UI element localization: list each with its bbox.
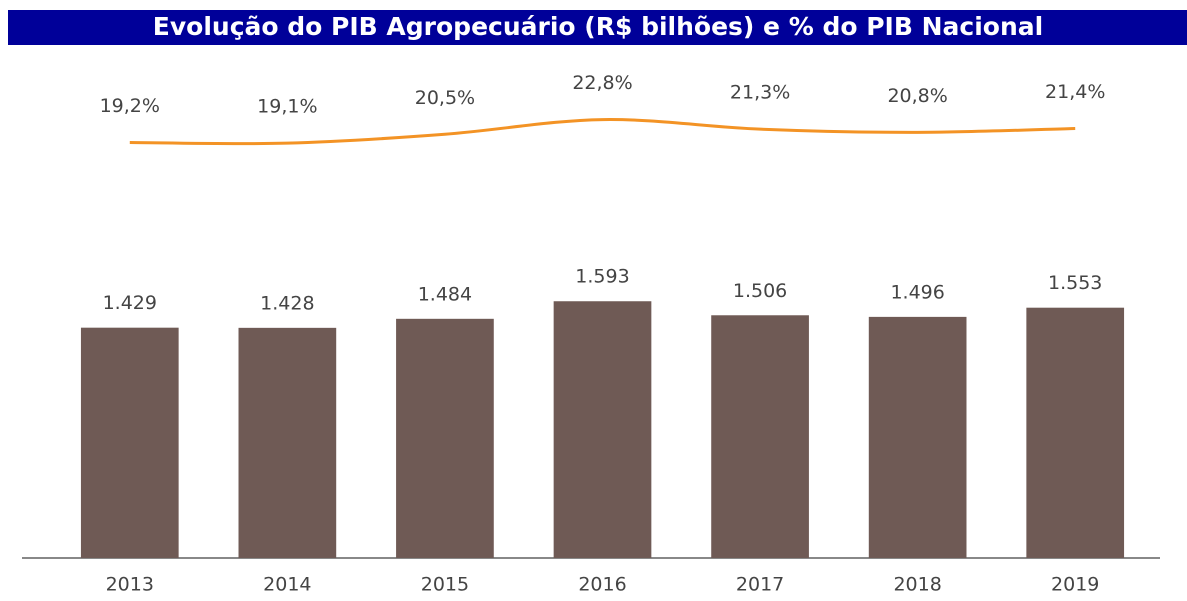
title-band — [8, 10, 1187, 45]
x-tick-label: 2017 — [736, 574, 784, 596]
data-label: 22,8% — [572, 72, 632, 94]
bar — [868, 316, 967, 558]
data-label: 1.428 — [260, 292, 314, 314]
bar — [238, 327, 337, 558]
x-tick-label: 2019 — [1051, 574, 1099, 596]
bar — [553, 301, 652, 558]
x-tick-label: 2013 — [106, 574, 154, 596]
data-label: 1.553 — [1048, 272, 1102, 294]
data-label: 20,5% — [415, 87, 475, 109]
chart-title: Evolução do PIB Agropecuário (R$ bilhões… — [153, 12, 1043, 41]
bar — [396, 318, 494, 558]
x-tick-label: 2018 — [893, 574, 941, 596]
data-label: 21,4% — [1045, 81, 1105, 103]
bar — [711, 315, 809, 558]
data-label: 1.506 — [733, 280, 787, 302]
data-label: 1.484 — [418, 283, 472, 305]
bar — [80, 327, 179, 558]
data-label: 1.496 — [890, 281, 944, 303]
x-tick-label: 2015 — [421, 574, 469, 596]
x-tick-label: 2016 — [578, 574, 626, 596]
data-label: 19,2% — [100, 95, 160, 117]
bar — [1026, 307, 1125, 558]
line — [129, 118, 1076, 146]
data-label: 1.429 — [103, 292, 157, 314]
data-label: 19,1% — [257, 96, 317, 118]
data-label: 1.593 — [575, 266, 629, 288]
data-label: 20,8% — [887, 85, 947, 107]
x-tick-label: 2014 — [263, 574, 311, 596]
data-label: 21,3% — [730, 82, 790, 104]
